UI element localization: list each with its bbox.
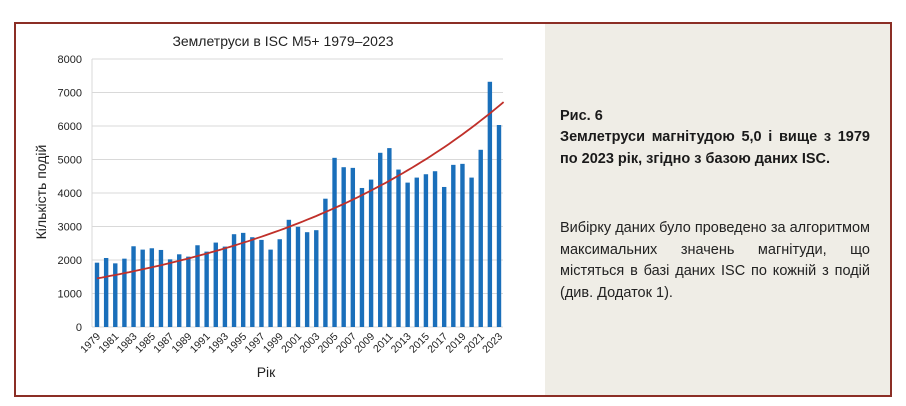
bar-2008 (359, 187, 365, 327)
bar-chart: Землетруси в ISC M5+ 1979–2023 Кількість… (33, 33, 505, 380)
bar-2022 (487, 81, 493, 327)
bar-1992 (213, 242, 218, 327)
caption-panel (545, 24, 890, 395)
y-tick-label: 8000 (58, 54, 82, 66)
bar-1985 (149, 248, 155, 327)
bar-2001 (295, 226, 301, 327)
bar-1998 (268, 249, 273, 327)
bar-1994 (231, 234, 237, 327)
x-axis-label: Рік (257, 364, 276, 380)
bar-1979 (94, 262, 100, 327)
bar-2018 (451, 164, 456, 327)
bar-2005 (332, 157, 337, 327)
bar-2010 (378, 152, 383, 327)
bar-1983 (131, 246, 136, 327)
bar-2003 (314, 230, 319, 327)
bar-2020 (469, 177, 474, 327)
figure-number: Рис. 6 (560, 108, 603, 124)
bar-2012 (396, 169, 401, 327)
y-tick-label: 0 (76, 322, 82, 334)
y-tick-label: 7000 (58, 88, 82, 100)
bar-1997 (259, 239, 264, 327)
bar-1989 (186, 256, 191, 327)
chart-title: Землетруси в ISC M5+ 1979–2023 (172, 33, 393, 49)
y-tick-label: 1000 (58, 289, 82, 301)
y-axis-label: Кількість подій (33, 145, 49, 240)
bar-2021 (478, 149, 483, 327)
bar-2009 (368, 179, 374, 327)
bar-2006 (341, 167, 346, 327)
bar-2011 (387, 148, 392, 327)
figure-description: Вибірку даних було проведено за алгоритм… (560, 220, 870, 301)
bar-1993 (222, 246, 228, 327)
y-tick-label: 4000 (58, 188, 82, 200)
bar-2002 (304, 232, 310, 327)
trend-line (96, 101, 505, 280)
bar-1990 (195, 245, 200, 327)
y-tick-label: 3000 (58, 222, 82, 234)
y-tick-label: 6000 (58, 121, 82, 133)
bar-2019 (460, 163, 465, 327)
bar-2014 (414, 177, 419, 327)
bar-2000 (286, 219, 292, 327)
bar-2023 (496, 124, 502, 328)
bar-2013 (405, 182, 410, 327)
bar-2015 (423, 174, 429, 327)
figure-frame (14, 22, 892, 397)
bar-1980 (103, 257, 109, 327)
bar-2004 (323, 198, 328, 327)
bar-1995 (240, 232, 246, 327)
y-tick-label: 2000 (58, 255, 82, 267)
bar-2016 (432, 171, 438, 327)
figure-heading: Землетруси магнітудою 5,0 і вище з 1979 … (560, 129, 870, 167)
bar-1987 (167, 259, 173, 327)
bar-1988 (177, 254, 182, 327)
bar-1986 (158, 249, 164, 327)
x-tick-label: 2023 (480, 331, 505, 356)
bar-1996 (250, 237, 255, 327)
bar-1982 (122, 258, 127, 327)
bar-1991 (204, 251, 209, 327)
bar-2007 (350, 167, 356, 327)
y-tick-label: 5000 (58, 155, 82, 167)
bar-1984 (140, 249, 145, 327)
bar-2017 (441, 186, 447, 327)
bar-1999 (277, 239, 282, 327)
bar-1981 (113, 263, 118, 327)
